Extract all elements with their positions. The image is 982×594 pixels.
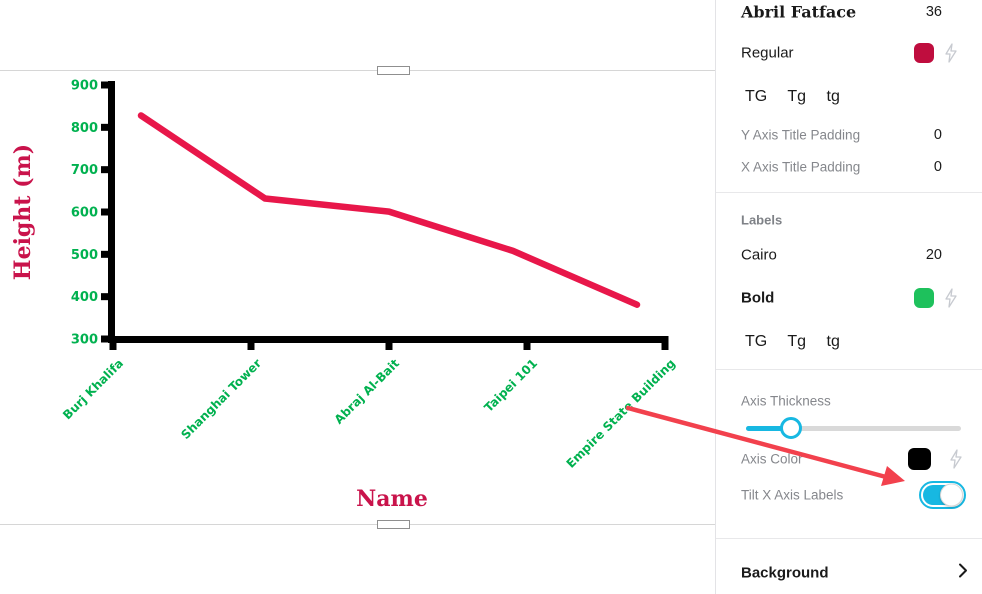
y-tick (101, 250, 110, 258)
y-tick-label: 800 (71, 121, 98, 136)
resize-handle-top[interactable] (377, 66, 410, 75)
x-category-label: Taipei 101 (481, 356, 540, 415)
x-axis-title-padding-label: X Axis Title Padding (741, 159, 861, 175)
case-title-button[interactable]: Tg (787, 333, 807, 350)
y-axis-title-padding-value[interactable]: 0 (933, 127, 942, 143)
x-axis-title-padding-value[interactable]: 0 (933, 159, 942, 175)
y-tick-label: 300 (71, 333, 98, 348)
selection-boundary-bottom (0, 524, 715, 525)
title-case-options: TG Tg tg (745, 88, 856, 106)
editor-canvas: Height (m) Name 300 400 500 600 700 800 900 Bur… (0, 0, 715, 594)
y-tick-label: 900 (71, 79, 98, 94)
x-category-label: Abraj Al-Bait (332, 356, 403, 427)
axis-thickness-slider[interactable] (746, 416, 961, 440)
y-tick-label: 700 (71, 163, 98, 178)
y-tick-label: 600 (71, 206, 98, 221)
x-tick (247, 336, 255, 350)
y-tick (101, 335, 110, 343)
y-tick-label: 400 (71, 290, 98, 305)
x-tick (109, 336, 117, 350)
selection-boundary-top (0, 70, 715, 71)
title-font-name[interactable]: Abril Fatface (741, 2, 857, 22)
flash-icon[interactable] (943, 288, 959, 308)
divider (716, 538, 982, 539)
x-category-label: Empire State Building (564, 356, 678, 470)
flash-icon[interactable] (948, 449, 964, 469)
y-tick (101, 81, 110, 89)
divider (716, 369, 982, 370)
background-label: Background (741, 564, 829, 582)
labels-section-header: Labels (741, 212, 783, 228)
x-category-label: Burj Khalifa (60, 356, 126, 422)
case-title-button[interactable]: Tg (787, 88, 807, 105)
title-font-size[interactable]: 36 (925, 4, 942, 20)
case-lower-button[interactable]: tg (826, 333, 840, 350)
y-tick (101, 208, 110, 216)
labels-font-name[interactable]: Cairo (741, 246, 777, 264)
chevron-right-icon[interactable] (957, 562, 969, 585)
divider (716, 192, 982, 193)
labels-color-swatch[interactable] (914, 288, 934, 308)
x-tick (661, 336, 669, 350)
flash-icon[interactable] (943, 43, 959, 63)
y-axis-title[interactable]: Height (m) (10, 144, 36, 280)
x-category-label: Shanghai Tower (178, 356, 264, 442)
y-tick (101, 123, 110, 131)
y-tick (101, 166, 110, 174)
axis-thickness-label: Axis Thickness (741, 393, 831, 409)
title-color-swatch[interactable] (914, 43, 934, 63)
data-line[interactable] (137, 112, 641, 308)
title-font-weight[interactable]: Regular (741, 44, 794, 62)
case-upper-button[interactable]: TG (745, 88, 768, 105)
case-upper-button[interactable]: TG (745, 333, 768, 350)
y-axis (108, 81, 115, 343)
axis-color-swatch[interactable] (908, 448, 931, 470)
x-axis-title[interactable]: Name (356, 486, 428, 512)
labels-case-options: TG Tg tg (745, 333, 856, 351)
y-tick-label: 500 (71, 248, 98, 263)
settings-panel: Abril Fatface 36 Regular TG Tg tg Y Axis… (715, 0, 982, 594)
chart[interactable]: Height (m) Name 300 400 500 600 700 800 900 Bur… (0, 0, 715, 594)
slider-handle[interactable] (780, 417, 803, 439)
labels-font-size[interactable]: 20 (925, 247, 942, 263)
x-tick (523, 336, 531, 350)
case-lower-button[interactable]: tg (826, 88, 840, 105)
axis-color-label: Axis Color (741, 451, 803, 467)
resize-handle-bottom[interactable] (377, 520, 410, 529)
tilt-x-axis-labels-label: Tilt X Axis Labels (741, 487, 844, 503)
background-row[interactable]: Background (716, 561, 982, 585)
tilt-x-axis-labels-toggle[interactable] (919, 481, 966, 509)
labels-font-weight[interactable]: Bold (741, 289, 775, 307)
y-axis-title-padding-label: Y Axis Title Padding (741, 127, 861, 143)
toggle-knob[interactable] (940, 483, 963, 507)
x-tick (385, 336, 393, 350)
y-tick (101, 293, 110, 301)
